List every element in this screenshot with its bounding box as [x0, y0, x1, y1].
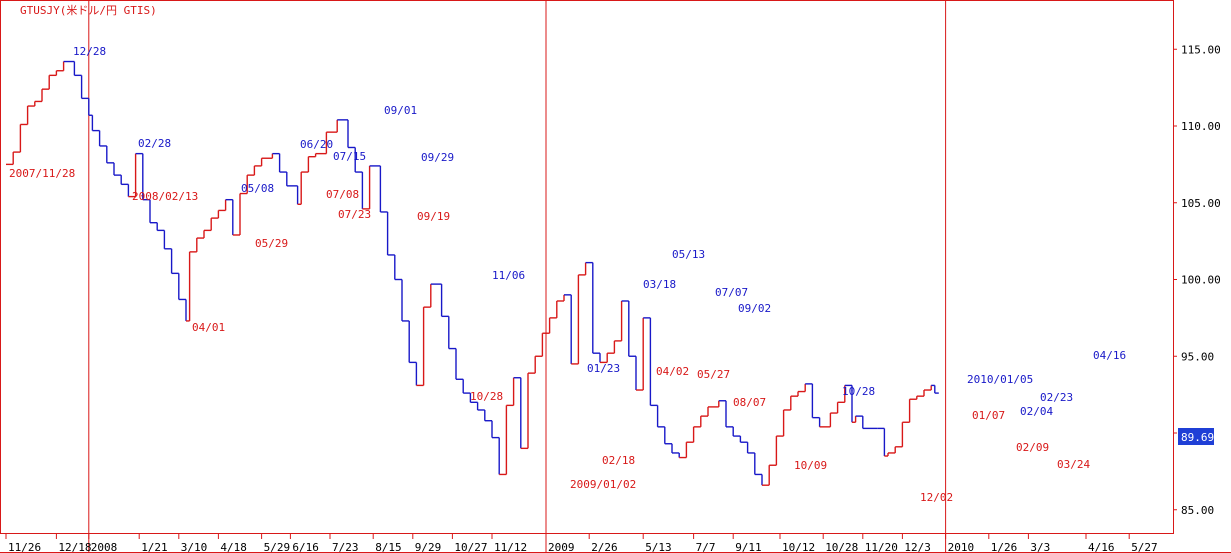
- x-tick-label: 12/3: [904, 541, 931, 553]
- date-annotation: 2010/01/05: [967, 373, 1033, 386]
- y-tick-label: 95.00: [1181, 350, 1214, 363]
- plot-border: [0, 0, 1174, 534]
- date-annotation: 10/28: [842, 385, 875, 398]
- x-tick-label: 2/26: [591, 541, 618, 553]
- x-tick-label: 4/16: [1088, 541, 1115, 553]
- last-value-box: 89.69: [1178, 428, 1214, 445]
- date-annotation: 07/08: [326, 188, 359, 201]
- y-tick-label: 100.00: [1181, 274, 1221, 287]
- date-annotation: 11/06: [492, 269, 525, 282]
- date-annotation: 07/07: [715, 286, 748, 299]
- date-annotation: 12/02: [920, 491, 953, 504]
- date-annotation: 05/08: [241, 182, 274, 195]
- x-tick-label: 2008: [91, 541, 118, 553]
- x-tick-label: 5/27: [1131, 541, 1158, 553]
- y-tick-label: 85.00: [1181, 504, 1214, 517]
- x-tick-label: 10/12: [782, 541, 815, 553]
- x-tick-label: 5/29: [264, 541, 291, 553]
- date-annotation: 02/23: [1040, 391, 1073, 404]
- date-annotations: 2007/11/28 12/28 02/28 2008/02/13 04/01 05/08…: [9, 45, 1126, 504]
- date-annotation: 09/19: [417, 210, 450, 223]
- date-annotation: 03/18: [643, 278, 676, 291]
- last-value-box-bg: [1178, 428, 1214, 445]
- date-annotation: 07/15: [333, 150, 366, 163]
- x-tick-label: 3/10: [181, 541, 208, 553]
- x-tick-label: 9/11: [735, 541, 762, 553]
- x-tick-label: 11/12: [494, 541, 527, 553]
- date-annotation: 10/28: [470, 390, 503, 403]
- date-annotation: 04/16: [1093, 349, 1126, 362]
- date-annotation: 09/02: [738, 302, 771, 315]
- date-annotation: 05/27: [697, 368, 730, 381]
- year-divider-lines: [88, 0, 947, 553]
- x-tick-label: 6/16: [292, 541, 319, 553]
- x-tick-label: 11/20: [865, 541, 898, 553]
- date-annotation: 09/29: [421, 151, 454, 164]
- date-annotation: 02/18: [602, 454, 635, 467]
- date-annotation: 04/02: [656, 365, 689, 378]
- x-tick-label: 2009: [548, 541, 575, 553]
- date-annotation: 08/07: [733, 396, 766, 409]
- x-tick-label: 10/27: [454, 541, 487, 553]
- date-annotation: 01/07: [972, 409, 1005, 422]
- x-tick-label: 9/29: [415, 541, 442, 553]
- date-annotation: 06/20: [300, 138, 333, 151]
- date-annotation: 2009/01/02: [570, 478, 636, 491]
- x-tick-label: 2010: [948, 541, 975, 553]
- date-annotation: 01/23: [587, 362, 620, 375]
- date-annotation: 09/01: [384, 104, 417, 117]
- chart-title: GTUSJY(米ドル/円 GTIS): [20, 4, 157, 17]
- x-tick-label: 8/15: [375, 541, 402, 553]
- x-axis: 11/26 12/18 2008 1/21 3/10 4/18 5/29 6/16 7/23 8/…: [5, 534, 1158, 553]
- x-tick-label: 1/21: [141, 541, 168, 553]
- last-value-label: 89.69: [1181, 431, 1214, 444]
- date-annotation: 10/09: [794, 459, 827, 472]
- date-annotation: 12/28: [73, 45, 106, 58]
- date-annotation: 02/09: [1016, 441, 1049, 454]
- date-annotation: 03/24: [1057, 458, 1090, 471]
- kagi-line-series: [6, 60, 939, 486]
- y-tick-label: 105.00: [1181, 197, 1221, 210]
- x-tick-label: 3/3: [1030, 541, 1050, 553]
- x-tick-label: 12/18: [58, 541, 91, 553]
- y-tick-label: 115.00: [1181, 43, 1221, 56]
- date-annotation: 04/01: [192, 321, 225, 334]
- date-annotation: 07/23: [338, 208, 371, 221]
- date-annotation: 2008/02/13: [132, 190, 198, 203]
- x-tick-label: 7/7: [696, 541, 716, 553]
- date-annotation: 02/28: [138, 137, 171, 150]
- x-tick-label: 11/26: [8, 541, 41, 553]
- x-tick-label: 4/18: [220, 541, 247, 553]
- date-annotation: 02/04: [1020, 405, 1053, 418]
- x-tick-label: 10/28: [825, 541, 858, 553]
- x-tick-label: 5/13: [645, 541, 672, 553]
- date-annotation: 2007/11/28: [9, 167, 75, 180]
- date-annotation: 05/13: [672, 248, 705, 261]
- y-tick-label: 110.00: [1181, 120, 1221, 133]
- date-annotation: 05/29: [255, 237, 288, 250]
- x-tick-label: 1/26: [991, 541, 1018, 553]
- x-tick-label: 7/23: [332, 541, 359, 553]
